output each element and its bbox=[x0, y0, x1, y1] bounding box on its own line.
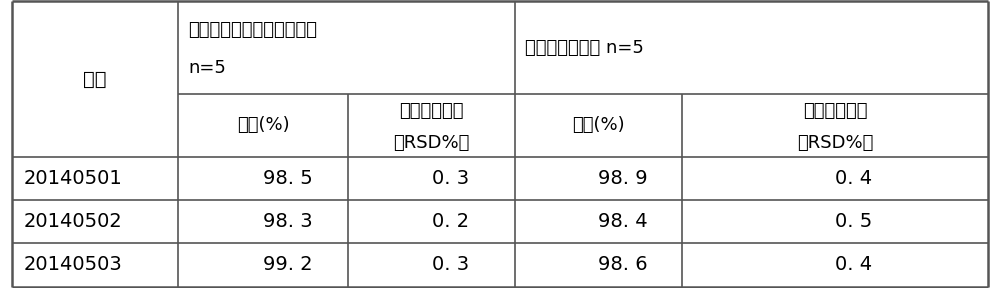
Text: 98. 3: 98. 3 bbox=[263, 212, 313, 231]
Text: 20140502: 20140502 bbox=[24, 212, 123, 231]
Text: （RSD%）: （RSD%） bbox=[393, 134, 470, 151]
Text: 99. 2: 99. 2 bbox=[263, 255, 313, 274]
Text: 98. 6: 98. 6 bbox=[598, 255, 648, 274]
Text: 0. 3: 0. 3 bbox=[432, 255, 469, 274]
Text: n=5: n=5 bbox=[188, 59, 226, 77]
Text: 0. 4: 0. 4 bbox=[835, 169, 872, 188]
Text: 0. 5: 0. 5 bbox=[835, 212, 872, 231]
Text: 20140503: 20140503 bbox=[24, 255, 123, 274]
Text: （RSD%）: （RSD%） bbox=[797, 134, 873, 151]
Text: 相对标准偏差: 相对标准偏差 bbox=[803, 102, 867, 120]
Text: 批号: 批号 bbox=[83, 70, 107, 89]
Text: 98. 9: 98. 9 bbox=[598, 169, 648, 188]
Text: 含量(%): 含量(%) bbox=[237, 116, 289, 134]
Text: 高效液相色谱法 n=5: 高效液相色谱法 n=5 bbox=[525, 39, 644, 56]
Text: 0. 3: 0. 3 bbox=[432, 169, 469, 188]
Text: 98. 4: 98. 4 bbox=[598, 212, 648, 231]
Text: 相对标准偏差: 相对标准偏差 bbox=[399, 102, 464, 120]
Text: 20140501: 20140501 bbox=[24, 169, 123, 188]
Text: 中和滴定法（凯氏定氮法）: 中和滴定法（凯氏定氮法） bbox=[188, 21, 317, 39]
Text: 98. 5: 98. 5 bbox=[263, 169, 313, 188]
Text: 含量(%): 含量(%) bbox=[572, 116, 625, 134]
Text: 0. 4: 0. 4 bbox=[835, 255, 872, 274]
Text: 0. 2: 0. 2 bbox=[432, 212, 469, 231]
